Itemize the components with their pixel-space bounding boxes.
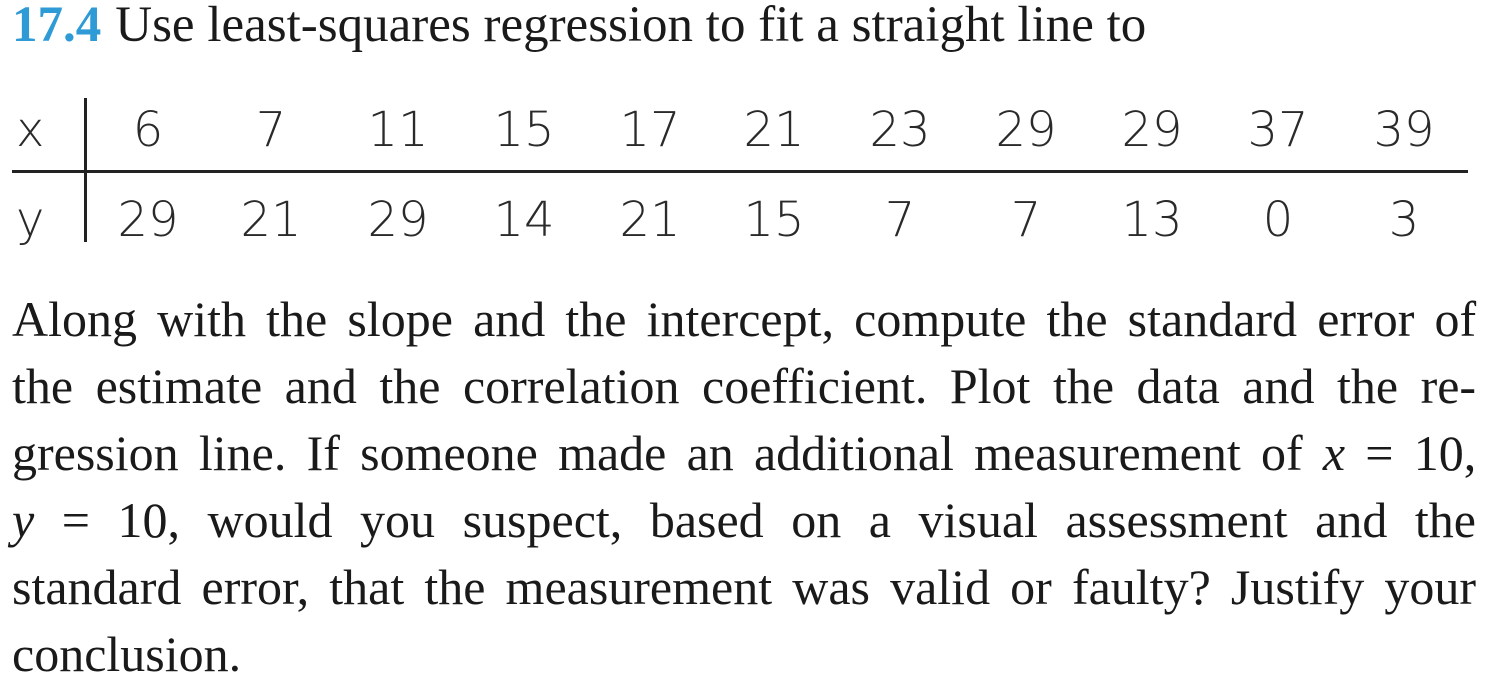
- body-line: standard error, that the measurement was…: [12, 559, 1476, 615]
- x-value: 23: [869, 102, 931, 158]
- x-value: 7: [255, 102, 287, 158]
- body-line-part: gression line. If someone made an additi…: [12, 425, 1323, 481]
- x-value: 15: [493, 102, 555, 158]
- y-value: 7: [1010, 192, 1042, 248]
- y-value: 29: [117, 192, 179, 248]
- x-value: 17: [619, 102, 681, 158]
- body-line-part: = 10, would you suspect, based on a visu…: [34, 492, 1476, 548]
- y-value: 3: [1388, 192, 1420, 248]
- problem-prompt: Use least-squares regression to fit a st…: [115, 0, 1147, 53]
- variable-y: y: [12, 492, 35, 548]
- x-value: 37: [1247, 102, 1309, 158]
- body-line: the estimate and the correlation coeffic…: [12, 358, 1477, 414]
- problem-heading: 17.4 Use least-squares regression to fit …: [12, 0, 1146, 56]
- y-value: 14: [493, 192, 555, 248]
- problem-number: 17.4: [12, 0, 102, 53]
- body-line: Along with the slope and the intercept, …: [12, 291, 1477, 347]
- y-value: 21: [619, 192, 681, 248]
- y-row-label: y: [16, 192, 45, 248]
- y-value: 21: [240, 192, 302, 248]
- x-value: 29: [995, 102, 1057, 158]
- table-label-rule: [84, 98, 87, 242]
- variable-x: x: [1322, 425, 1346, 481]
- body-line: y = 10, would you suspect, based on a vi…: [12, 487, 1476, 554]
- table-row-y: y 29 21 29 14 21 15 7 7 13 0 3: [12, 190, 1468, 250]
- body-line: conclusion.: [12, 626, 242, 682]
- x-value: 11: [367, 102, 429, 158]
- table-header-rule: [12, 170, 1468, 173]
- body-line-part: = 10,: [1345, 425, 1477, 481]
- body-line: gression line. If someone made an additi…: [12, 420, 1476, 487]
- y-value: 0: [1262, 192, 1294, 248]
- x-value: 29: [1121, 102, 1183, 158]
- table-row-x: x 6 7 11 15 17 21 23 29 29 37 39: [12, 100, 1468, 160]
- data-table: x 6 7 11 15 17 21 23 29 29 37 39 y 29 21…: [12, 96, 1468, 248]
- problem-body: Along with the slope and the intercept, …: [12, 286, 1476, 688]
- x-value: 39: [1373, 102, 1435, 158]
- x-row-label: x: [16, 102, 45, 158]
- y-value: 13: [1121, 192, 1183, 248]
- x-value: 21: [743, 102, 805, 158]
- x-value: 6: [132, 102, 164, 158]
- y-value: 7: [884, 192, 916, 248]
- y-value: 15: [743, 192, 805, 248]
- y-value: 29: [367, 192, 429, 248]
